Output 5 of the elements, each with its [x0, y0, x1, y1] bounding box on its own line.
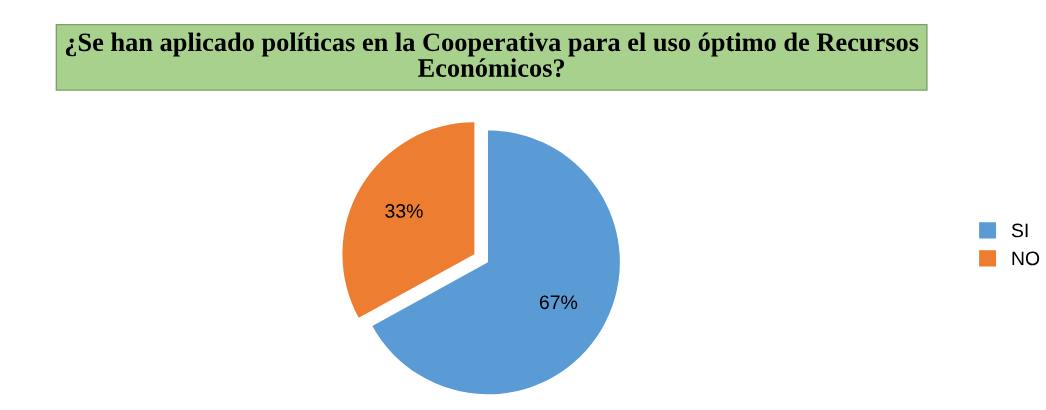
chart-title: ¿Se han aplicado políticas en la Cooperativa para el uso óptimo de Recursos Económicos? [65, 32, 919, 78]
data-label: 33% [385, 204, 423, 218]
legend-label: NO [1012, 251, 1040, 266]
legend-label: SI [1011, 223, 1028, 238]
data-label: 67% [539, 295, 578, 310]
